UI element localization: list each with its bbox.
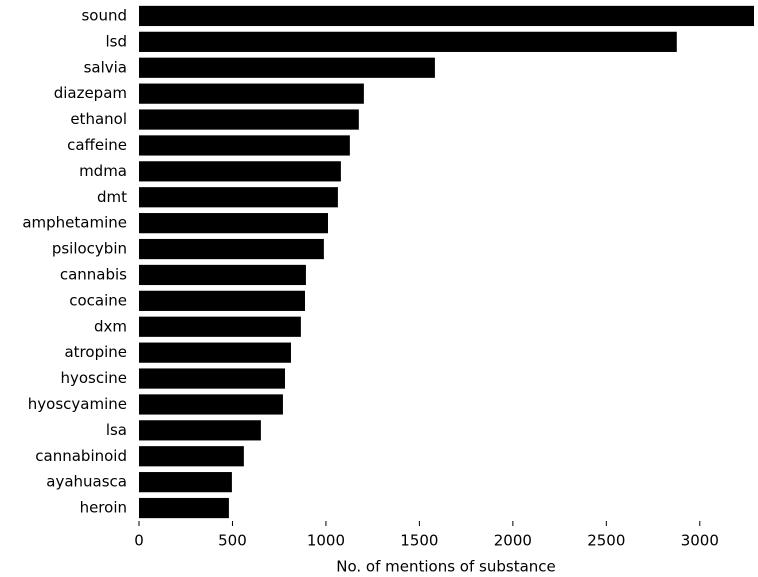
y-tick-label: hyoscine bbox=[60, 369, 127, 387]
y-tick-label: cannabis bbox=[60, 265, 127, 283]
y-tick-label: diazepam bbox=[54, 84, 127, 102]
bar bbox=[139, 264, 306, 286]
y-tick-label: sound bbox=[81, 6, 127, 24]
bar bbox=[139, 109, 359, 130]
bar bbox=[139, 446, 244, 467]
bar bbox=[139, 5, 754, 27]
y-tick-label: hyoscyamine bbox=[28, 395, 127, 413]
x-tick-label: 0 bbox=[134, 532, 144, 550]
y-tick-label: ayahuasca bbox=[46, 473, 127, 491]
bar bbox=[139, 342, 291, 363]
y-tick-label: caffeine bbox=[67, 136, 127, 154]
y-tick-label: lsa bbox=[106, 421, 127, 439]
bar bbox=[139, 497, 229, 519]
bar bbox=[139, 368, 285, 389]
y-tick-label: lsd bbox=[105, 32, 127, 50]
y-tick-label: mdma bbox=[79, 162, 127, 180]
bar bbox=[139, 135, 350, 156]
bar bbox=[139, 316, 301, 337]
bar bbox=[139, 83, 364, 104]
y-tick-label: cocaine bbox=[69, 291, 127, 309]
x-tick-label: 2500 bbox=[587, 532, 625, 550]
bar bbox=[139, 238, 324, 260]
y-tick-label: salvia bbox=[84, 58, 127, 76]
y-tick-label: heroin bbox=[80, 499, 127, 517]
y-tick-label: psilocybin bbox=[52, 240, 127, 258]
bar bbox=[139, 213, 328, 234]
bar bbox=[139, 161, 341, 182]
bar bbox=[139, 290, 305, 311]
bar bbox=[139, 394, 283, 415]
bar bbox=[139, 31, 677, 52]
y-tick-label: ethanol bbox=[70, 110, 127, 128]
y-tick-label: atropine bbox=[64, 343, 127, 361]
y-tick-label: dxm bbox=[94, 317, 127, 335]
bar bbox=[139, 472, 232, 493]
bar bbox=[139, 420, 261, 441]
x-tick-label: 3000 bbox=[681, 532, 719, 550]
x-tick-label: 500 bbox=[218, 532, 247, 550]
y-tick-label: amphetamine bbox=[22, 214, 127, 232]
y-tick-label: cannabinoid bbox=[35, 447, 127, 465]
x-tick-label: 1000 bbox=[307, 532, 345, 550]
bar bbox=[139, 187, 338, 208]
x-tick-label: 2000 bbox=[494, 532, 532, 550]
x-axis-label: No. of mentions of substance bbox=[336, 558, 556, 576]
y-tick-label: dmt bbox=[97, 188, 127, 206]
x-tick-label: 1500 bbox=[400, 532, 438, 550]
bar bbox=[139, 57, 435, 78]
